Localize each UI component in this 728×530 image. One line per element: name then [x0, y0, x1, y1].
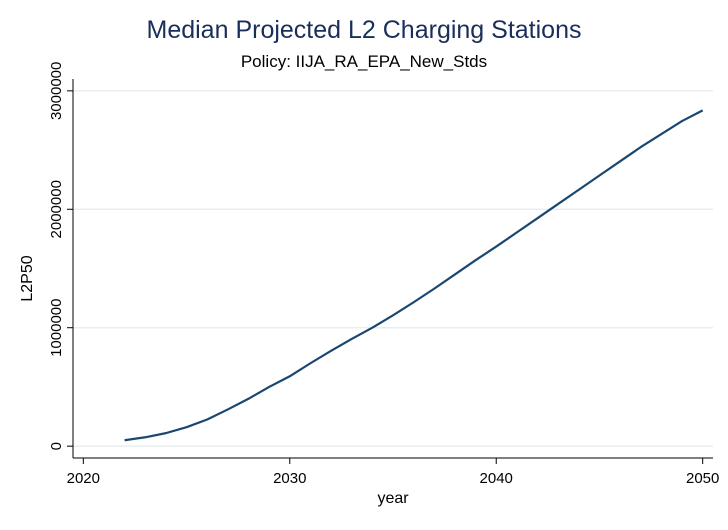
y-tick-label: 1000000 — [48, 299, 65, 357]
y-axis-label: L2P50 — [19, 255, 36, 301]
gridlines — [73, 90, 713, 447]
series-line — [124, 109, 704, 442]
series-group — [124, 109, 704, 442]
x-tick-label: 2040 — [480, 470, 513, 487]
axes — [67, 79, 713, 464]
y-tick-label: 3000000 — [48, 62, 65, 120]
tick-labels: 0 1000000 2000000 3000000 2020 2030 2040 2050 — [48, 62, 719, 487]
chart-title: Median Projected L2 Charging Stations — [146, 16, 582, 44]
x-tick-label: 2050 — [686, 470, 719, 487]
x-tick-label: 2030 — [273, 470, 306, 487]
chart-subtitle: Policy: IIJA_RA_EPA_New_Stds — [240, 52, 488, 71]
y-tick-label: 0 — [48, 442, 65, 450]
x-tick-label: 2020 — [67, 470, 100, 487]
x-axis-label: year — [377, 490, 409, 507]
y-tick-label: 2000000 — [48, 180, 65, 238]
